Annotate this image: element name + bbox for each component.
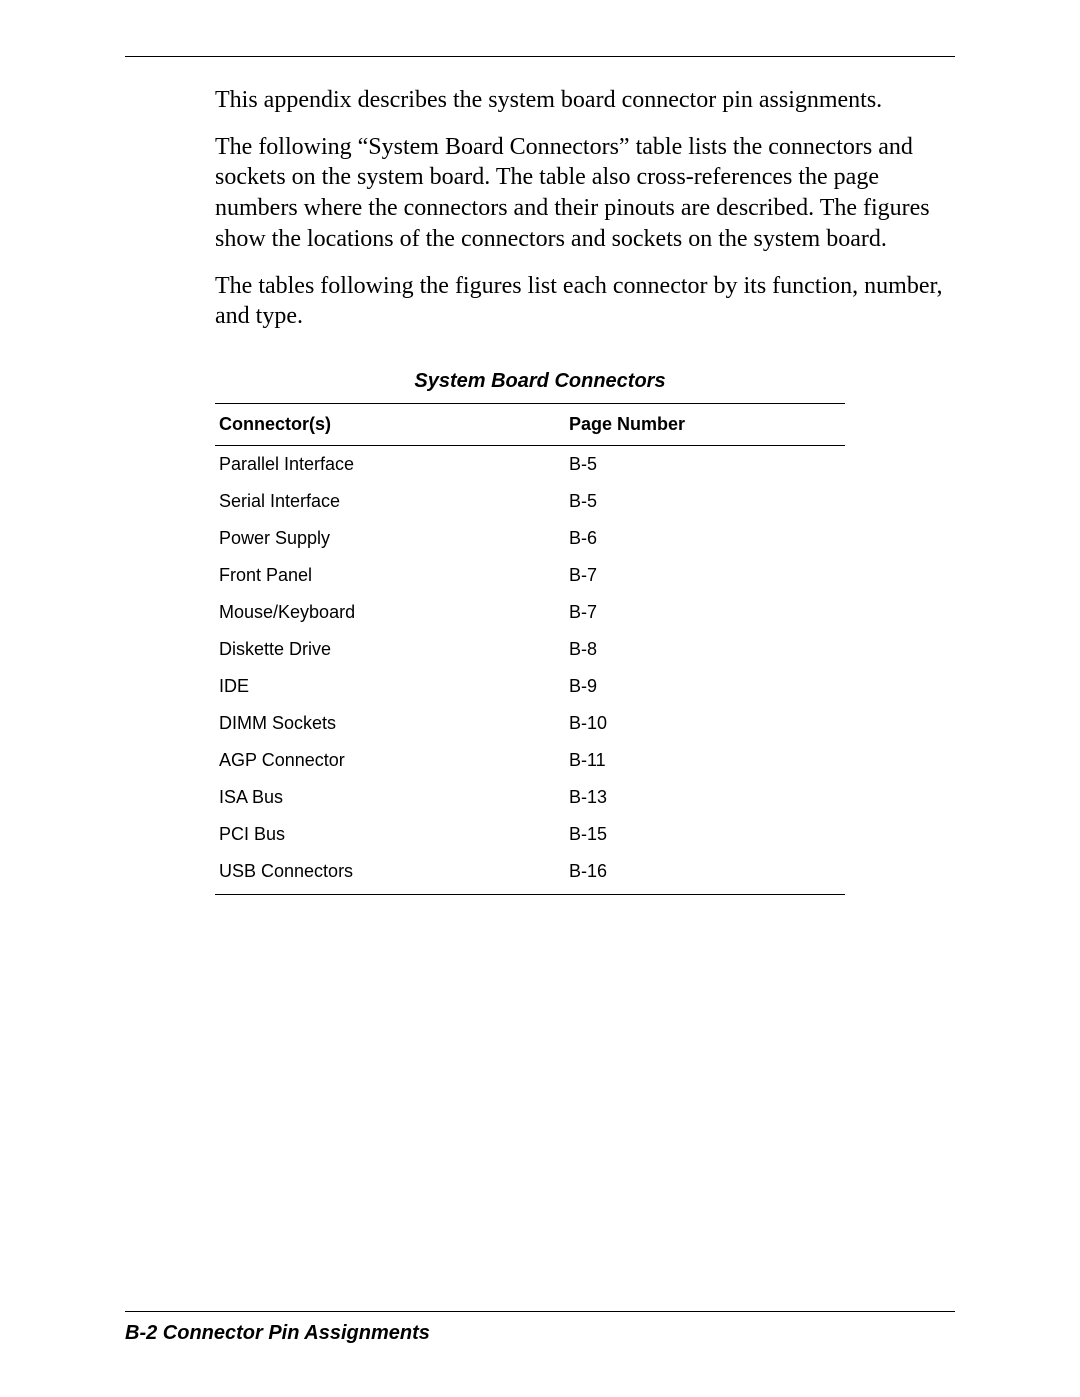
cell-connector: IDE xyxy=(215,668,565,705)
paragraph-2: The following “System Board Connectors” … xyxy=(215,132,945,255)
cell-page: B-10 xyxy=(565,705,845,742)
cell-connector: DIMM Sockets xyxy=(215,705,565,742)
table-header-page: Page Number xyxy=(565,404,845,446)
cell-connector: AGP Connector xyxy=(215,742,565,779)
cell-connector: Power Supply xyxy=(215,520,565,557)
table-row: Diskette Drive B-8 xyxy=(215,631,845,668)
table-row: USB Connectors B-16 xyxy=(215,853,845,895)
paragraph-1: This appendix describes the system board… xyxy=(215,85,945,116)
cell-page: B-7 xyxy=(565,557,845,594)
table-header-connector: Connector(s) xyxy=(215,404,565,446)
table-body: Parallel Interface B-5 Serial Interface … xyxy=(215,446,845,895)
cell-page: B-15 xyxy=(565,816,845,853)
cell-connector: USB Connectors xyxy=(215,853,565,895)
table-row: Mouse/Keyboard B-7 xyxy=(215,594,845,631)
table-row: Front Panel B-7 xyxy=(215,557,845,594)
table-row: IDE B-9 xyxy=(215,668,845,705)
cell-page: B-6 xyxy=(565,520,845,557)
cell-page: B-11 xyxy=(565,742,845,779)
cell-connector: Mouse/Keyboard xyxy=(215,594,565,631)
table-row: DIMM Sockets B-10 xyxy=(215,705,845,742)
cell-connector: Front Panel xyxy=(215,557,565,594)
cell-page: B-8 xyxy=(565,631,845,668)
cell-page: B-9 xyxy=(565,668,845,705)
table-row: PCI Bus B-15 xyxy=(215,816,845,853)
table-row: ISA Bus B-13 xyxy=(215,779,845,816)
table-title: System Board Connectors xyxy=(125,370,955,393)
cell-connector: Parallel Interface xyxy=(215,446,565,484)
table-row: Serial Interface B-5 xyxy=(215,483,845,520)
table-row: Parallel Interface B-5 xyxy=(215,446,845,484)
table-row: Power Supply B-6 xyxy=(215,520,845,557)
cell-connector: PCI Bus xyxy=(215,816,565,853)
table-row: AGP Connector B-11 xyxy=(215,742,845,779)
connectors-table: Connector(s) Page Number Parallel Interf… xyxy=(215,403,845,895)
table-header-row: Connector(s) Page Number xyxy=(215,404,845,446)
cell-page: B-13 xyxy=(565,779,845,816)
footer-page-label: B-2 Connector Pin Assignments xyxy=(125,1322,955,1345)
cell-page: B-7 xyxy=(565,594,845,631)
footer-rule xyxy=(125,1311,955,1312)
cell-page: B-5 xyxy=(565,446,845,484)
paragraph-3: The tables following the figures list ea… xyxy=(215,271,945,332)
top-rule xyxy=(125,56,955,57)
cell-connector: Serial Interface xyxy=(215,483,565,520)
body-text: This appendix describes the system board… xyxy=(215,85,945,332)
footer: B-2 Connector Pin Assignments xyxy=(125,1311,955,1345)
cell-page: B-5 xyxy=(565,483,845,520)
page: This appendix describes the system board… xyxy=(0,0,1080,1397)
cell-connector: Diskette Drive xyxy=(215,631,565,668)
cell-page: B-16 xyxy=(565,853,845,895)
cell-connector: ISA Bus xyxy=(215,779,565,816)
